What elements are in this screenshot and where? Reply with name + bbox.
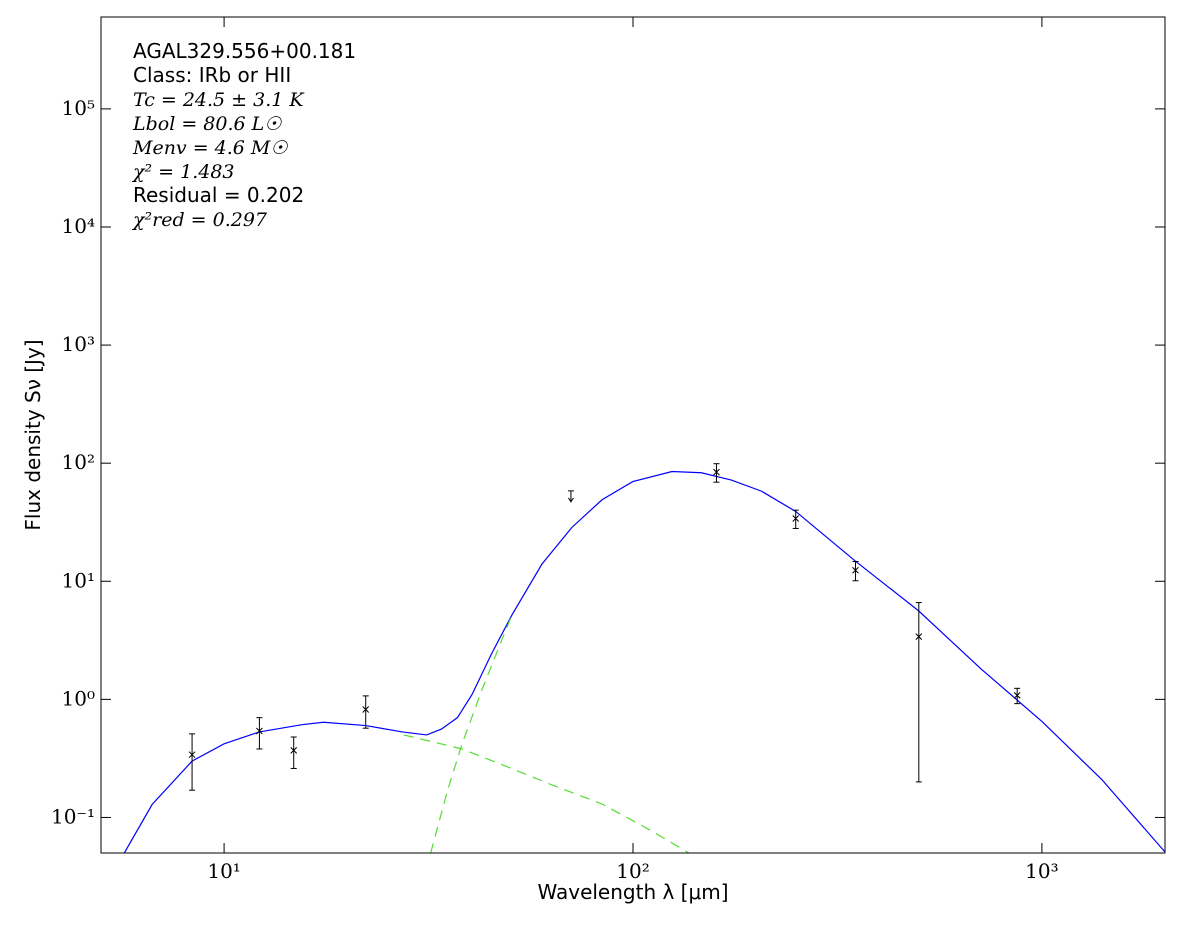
x-axis-label: Wavelength λ [μm] xyxy=(537,880,728,904)
y-tick-label: 10³ xyxy=(62,332,95,356)
annotation: χ²red = 0.297 xyxy=(131,209,268,231)
model-line xyxy=(430,614,513,853)
data-point xyxy=(256,727,263,735)
data-point xyxy=(792,515,800,522)
data-point xyxy=(362,706,370,713)
x-tick-label: 10³ xyxy=(1025,859,1058,883)
data-point xyxy=(290,746,298,754)
annotation: AGAL329.556+00.181 xyxy=(133,39,356,63)
model-line xyxy=(123,470,1165,853)
annotation: Lbol = 80.6 L☉ xyxy=(132,113,282,135)
y-tick-label: 10⁵ xyxy=(62,96,95,120)
upper-limit xyxy=(567,490,574,503)
annotation: Class: IRb or HII xyxy=(133,63,291,87)
y-tick-label: 10⁻¹ xyxy=(51,804,95,828)
y-tick-label: 10² xyxy=(62,450,95,474)
annotation: Residual = 0.202 xyxy=(133,183,304,207)
plot-area xyxy=(123,463,1165,853)
y-tick-label: 10⁰ xyxy=(62,686,95,710)
x-tick-label: 10¹ xyxy=(207,859,240,883)
model-line xyxy=(403,734,690,853)
annotation: Tc = 24.5 ± 3.1 K xyxy=(133,89,305,111)
y-tick-label: 10⁴ xyxy=(62,214,95,238)
data-point xyxy=(1013,692,1021,699)
annotation: χ² = 1.483 xyxy=(131,161,235,183)
data-point xyxy=(915,633,923,640)
y-tick-label: 10¹ xyxy=(62,568,95,592)
data-point xyxy=(188,751,196,759)
x-tick-label: 10² xyxy=(616,859,649,883)
data-point xyxy=(852,566,859,574)
annotation: Menv = 4.6 M☉ xyxy=(132,137,288,159)
y-axis-label: Flux density Sν [Jy] xyxy=(21,339,45,530)
data-point xyxy=(713,468,720,476)
